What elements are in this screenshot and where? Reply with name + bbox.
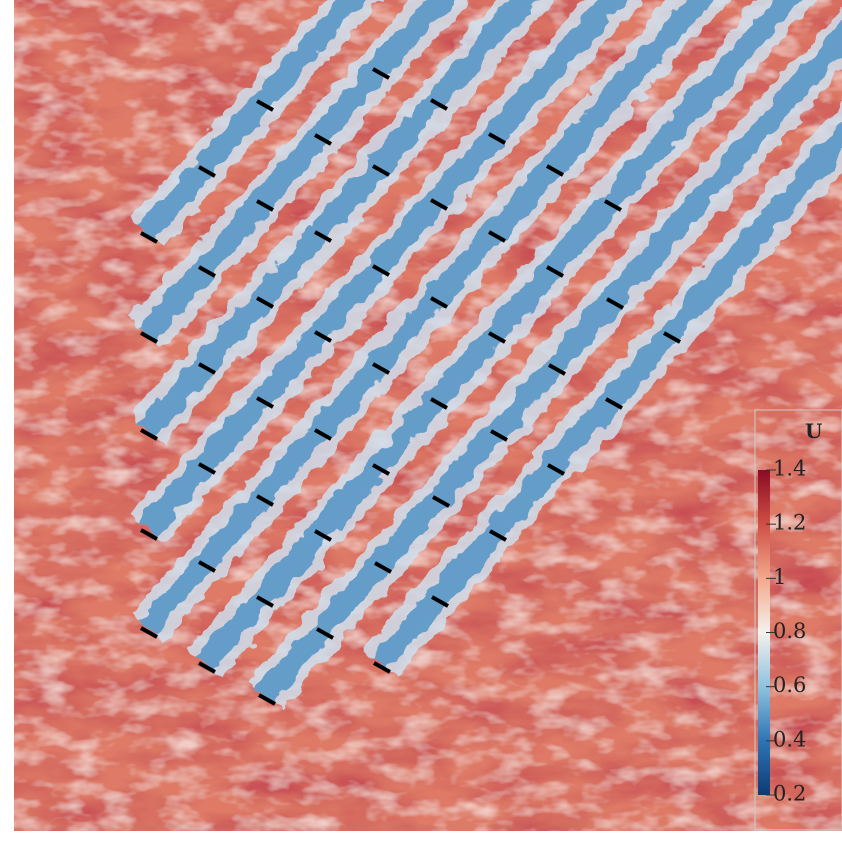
turbine: [374, 561, 392, 574]
turbine: [489, 529, 507, 542]
colorbar-tick-label: 1.2: [773, 511, 806, 535]
turbine: [256, 595, 274, 608]
turbine: [488, 132, 506, 145]
turbine: [140, 428, 158, 441]
wake-core: [138, 0, 714, 636]
wake-core: [138, 0, 367, 241]
colorbar-tick-label: 0.6: [773, 673, 806, 697]
turbine: [431, 595, 449, 608]
turbine: [198, 362, 216, 375]
turbine: [546, 164, 564, 177]
turbine: [140, 626, 158, 639]
colorbar-scale: [758, 470, 770, 795]
turbine: [546, 265, 564, 278]
turbine: [605, 397, 623, 410]
colorbar: U 0.2 0.4 0.6 0.8 1 1.2 1.4: [758, 419, 822, 806]
wake-core: [138, 0, 455, 341]
turbine: [547, 463, 565, 476]
turbine: [488, 331, 506, 344]
turbine: [604, 199, 622, 212]
turbine: [198, 661, 216, 674]
turbine: [256, 99, 274, 112]
turbine: [430, 198, 448, 211]
turbine: [198, 560, 216, 573]
turbine: [314, 330, 332, 343]
wake-core: [138, 0, 540, 438]
colorbar-tick-label: 1.4: [773, 457, 806, 481]
turbine: [372, 164, 390, 177]
wake-core: [138, 0, 628, 538]
colorbar-tick-label: 0.2: [773, 782, 806, 806]
turbine: [314, 133, 332, 146]
turbine: [430, 397, 448, 410]
turbine: [198, 462, 216, 475]
turbine: [314, 428, 332, 441]
colorbar-tick-label: 0.8: [773, 619, 806, 643]
turbine: [372, 264, 390, 277]
wakes: [130, 0, 842, 710]
turbine: [663, 331, 681, 344]
turbine: [140, 231, 158, 244]
turbine: [198, 165, 216, 178]
turbines: [140, 67, 681, 706]
turbine: [372, 463, 390, 476]
turbine: [373, 661, 391, 674]
turbine: [256, 199, 274, 212]
colorbar-tick-label: 0.4: [773, 727, 806, 751]
wake-core: [196, 0, 803, 671]
colorbar-frame: [754, 409, 842, 831]
wake-core: [371, 120, 842, 671]
turbine: [256, 396, 274, 409]
colorbar-title: U: [805, 419, 822, 443]
turbine: [256, 494, 274, 507]
turbine: [372, 67, 390, 80]
turbine: [432, 495, 450, 508]
turbine: [314, 529, 332, 542]
turbine: [430, 98, 448, 111]
wake-core: [256, 21, 842, 703]
colorbar-tick-label: 1: [773, 565, 786, 589]
turbine: [548, 363, 566, 376]
turbine: [258, 693, 276, 706]
turbine: [372, 362, 390, 375]
turbine: [140, 528, 158, 541]
turbine: [430, 296, 448, 309]
turbine: [606, 297, 624, 310]
turbine: [488, 230, 506, 243]
turbine: [316, 627, 334, 640]
turbine: [256, 296, 274, 309]
turbine: [314, 230, 332, 243]
turbine: [490, 429, 508, 442]
turbine: [198, 265, 216, 278]
turbine: [140, 331, 158, 344]
